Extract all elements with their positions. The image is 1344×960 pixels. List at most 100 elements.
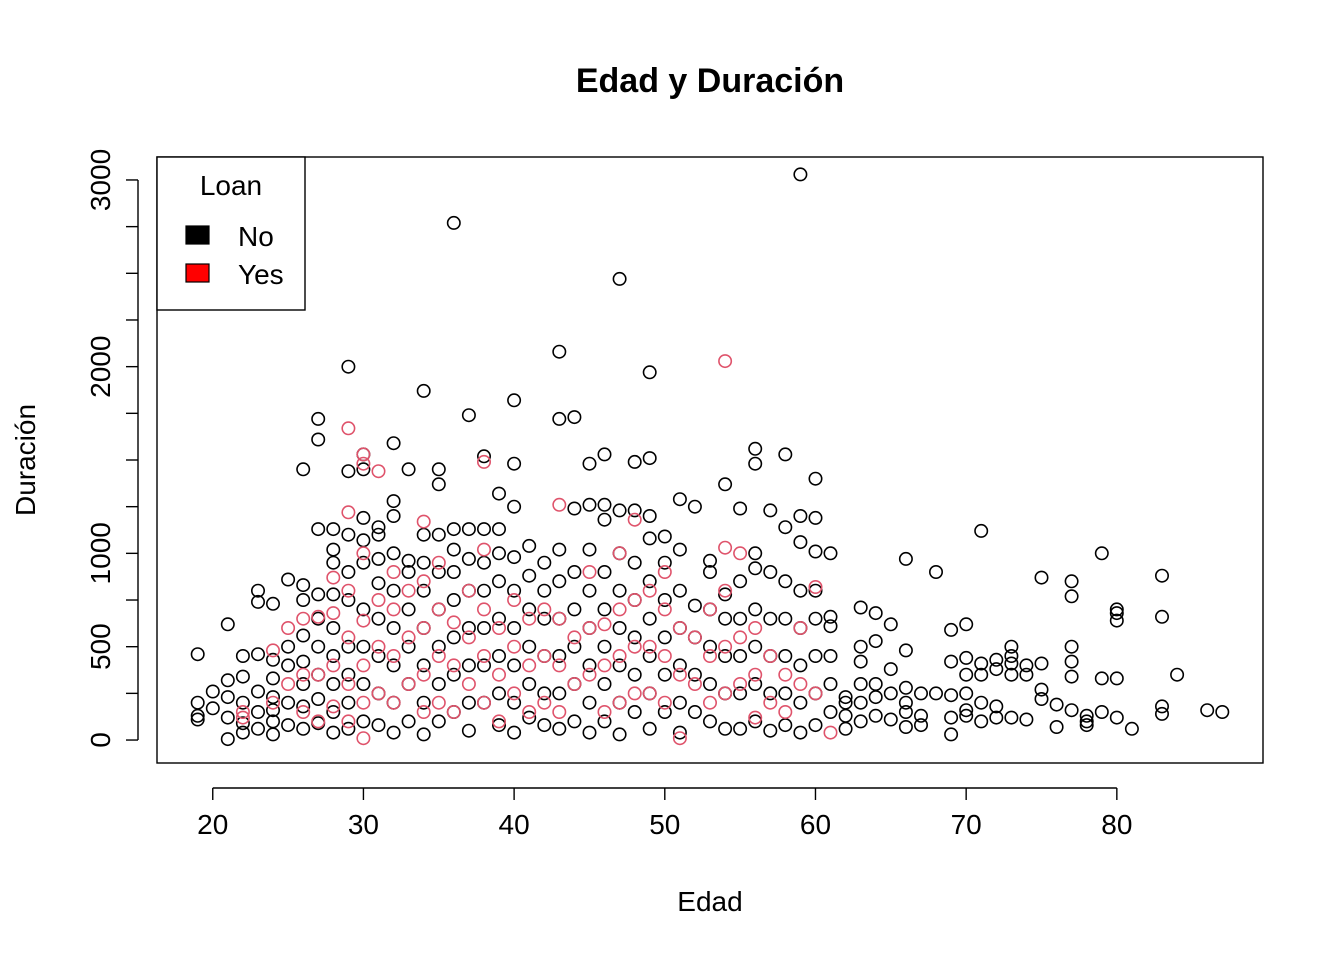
point-yes-55	[476, 454, 491, 469]
point-no-301	[823, 648, 838, 663]
point-yes-122	[793, 620, 808, 635]
point-no-9	[220, 710, 235, 725]
point-no-343	[959, 703, 974, 718]
point-yes-50	[446, 658, 461, 673]
legend-label-yes: Yes	[238, 259, 284, 290]
point-no-76	[356, 676, 371, 691]
point-no-86	[386, 436, 401, 451]
point-yes-8	[296, 704, 311, 719]
point-no-42	[311, 411, 326, 426]
point-no-15	[235, 725, 250, 740]
point-no-370	[1064, 639, 1079, 654]
legend-box	[156, 156, 306, 311]
point-no-332	[928, 564, 943, 579]
point-yes-26	[356, 658, 371, 673]
point-yes-100	[672, 667, 687, 682]
point-no-338	[944, 727, 959, 742]
point-no-173	[552, 574, 567, 589]
point-yes-69	[537, 602, 552, 617]
point-no-211	[627, 555, 642, 570]
x-axis: 20 30 40 50 60 70 80	[197, 787, 1132, 840]
point-no-323	[898, 551, 913, 566]
point-no-74	[356, 602, 371, 617]
point-no-356	[1004, 656, 1019, 671]
point-no-132	[461, 695, 476, 710]
x-tick-label-20: 20	[197, 809, 228, 840]
point-no-202	[612, 503, 627, 518]
point-no-166	[537, 611, 552, 626]
point-no-345	[974, 523, 989, 538]
point-no-347	[974, 667, 989, 682]
point-yes-61	[491, 667, 506, 682]
point-no-254	[718, 721, 733, 736]
point-no-354	[1004, 639, 1019, 654]
point-no-21	[251, 721, 266, 736]
point-yes-116	[748, 667, 763, 682]
point-yes-114	[733, 676, 748, 691]
point-no-384	[1109, 710, 1124, 725]
point-yes-83	[597, 704, 612, 719]
point-no-172	[552, 542, 567, 557]
point-yes-12	[326, 570, 341, 585]
point-yes-59	[476, 695, 491, 710]
point-no-226	[657, 555, 672, 570]
point-no-154	[507, 620, 522, 635]
point-no-6	[220, 617, 235, 632]
point-no-192	[582, 725, 597, 740]
point-no-169	[537, 718, 552, 733]
point-yes-95	[657, 564, 672, 579]
point-yes-78	[582, 564, 597, 579]
point-no-126	[461, 408, 476, 423]
point-no-157	[507, 725, 522, 740]
point-no-149	[507, 393, 522, 408]
point-yes-104	[702, 602, 717, 617]
point-no-220	[642, 574, 657, 589]
point-no-147	[491, 686, 506, 701]
point-no-89	[386, 546, 401, 561]
point-no-334	[944, 622, 959, 637]
x-tick-label-70: 70	[951, 809, 982, 840]
point-yes-41	[416, 574, 431, 589]
point-no-247	[702, 676, 717, 691]
point-no-333	[928, 686, 943, 701]
point-no-150	[507, 456, 522, 471]
point-no-152	[507, 550, 522, 565]
point-yes-43	[416, 667, 431, 682]
point-no-123	[446, 630, 461, 645]
point-yes-5	[281, 676, 296, 691]
point-no-374	[1079, 708, 1094, 723]
point-no-141	[491, 486, 506, 501]
point-no-321	[883, 686, 898, 701]
point-yes-15	[326, 699, 341, 714]
point-yes-13	[326, 606, 341, 621]
point-no-291	[808, 510, 823, 525]
point-no-70	[356, 462, 371, 477]
point-no-124	[446, 667, 461, 682]
point-no-385	[1124, 721, 1139, 736]
point-yes-62	[491, 714, 506, 729]
point-yes-96	[657, 602, 672, 617]
point-no-41	[296, 721, 311, 736]
point-no-268	[748, 714, 763, 729]
point-no-180	[567, 564, 582, 579]
point-no-35	[296, 578, 311, 593]
point-no-96	[401, 553, 416, 568]
point-no-30	[281, 639, 296, 654]
point-no-160	[522, 602, 537, 617]
point-no-199	[597, 676, 612, 691]
point-no-309	[853, 639, 868, 654]
point-no-257	[733, 611, 748, 626]
point-yes-107	[718, 354, 733, 369]
point-yes-121	[778, 704, 793, 719]
point-yes-17	[341, 505, 356, 520]
point-no-243	[702, 553, 717, 568]
point-no-134	[476, 449, 491, 464]
point-no-300	[823, 619, 838, 634]
point-no-225	[657, 529, 672, 544]
point-yes-42	[416, 620, 431, 635]
point-no-264	[748, 561, 763, 576]
point-yes-63	[507, 592, 522, 607]
point-yes-48	[431, 695, 446, 710]
point-yes-92	[642, 583, 657, 598]
point-no-229	[657, 667, 672, 682]
